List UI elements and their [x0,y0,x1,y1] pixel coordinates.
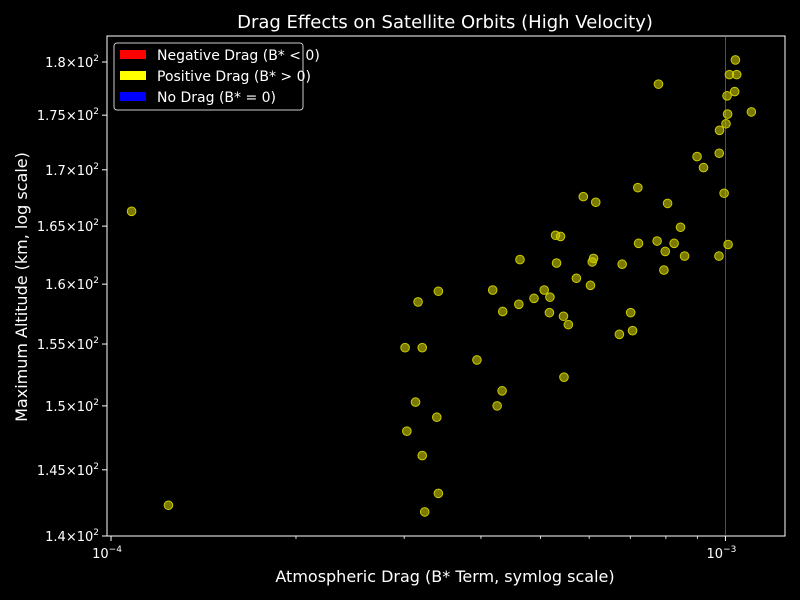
y-axis-ticks: 1.4×102 1.45×102 1.5×102 1.55×102 1.6×102 1.6… [37,54,107,545]
data-point [653,79,664,89]
data-point [746,107,757,117]
data-point [723,239,733,250]
data-point [652,236,662,246]
x-axis-ticks: 10−4 10−3 [92,536,736,562]
data-point [588,253,599,264]
data-point [417,450,428,461]
legend-label-none: No Drag (B* = 0) [157,90,276,106]
legend-box [113,42,304,111]
data-point [571,273,582,284]
data-point [625,307,636,318]
legend-swatch-none [120,92,146,101]
data-point [722,91,732,101]
data-point [492,401,502,411]
data-point [497,386,507,396]
data-point [544,307,555,318]
data-point [545,292,555,302]
data-point [410,397,421,407]
data-point [679,251,690,261]
y-tick-label: 1.65×102 [37,218,99,235]
data-point [627,325,638,336]
data-point [614,329,625,340]
y-tick-label: 1.75×102 [37,107,99,124]
data-point [555,231,566,242]
legend-label-positive: Positive Drag (B* > 0) [157,69,311,85]
data-point [417,342,428,353]
data-point [472,355,482,365]
legend-swatch-positive [120,71,146,80]
data-point [433,286,444,297]
data-point [413,297,423,307]
x-tick-label: 10−3 [707,545,737,562]
legend: Negative Drag (B* < 0) Positive Drag (B*… [113,42,320,111]
data-point [529,293,539,304]
y-tick-label: 1.4×102 [45,528,99,545]
x-tick-label: 10−4 [92,545,122,562]
data-point [722,109,733,119]
x-axis-label: Atmospheric Drag (B* Term, symlog scale) [275,567,614,586]
data-point [721,118,731,129]
data-point [487,285,498,295]
data-point [714,125,725,136]
plot-area [106,35,786,537]
y-tick-label: 1.55×102 [37,336,99,353]
legend-label-negative: Negative Drag (B* < 0) [157,48,320,64]
data-point [675,222,686,233]
data-point [632,182,643,193]
y-tick-label: 1.6×102 [45,276,99,293]
data-point [659,265,669,275]
y-tick-label: 1.8×102 [45,54,99,71]
data-point [433,488,444,499]
data-point [163,500,174,511]
y-tick-label: 1.7×102 [45,162,99,179]
data-point [558,311,569,322]
data-point [714,251,724,261]
chart-title: Drag Effects on Satellite Orbits (High V… [237,12,653,33]
y-tick-label: 1.5×102 [45,398,99,415]
data-point [400,342,410,353]
data-point [669,238,679,249]
data-point [578,191,589,202]
data-point [126,206,137,217]
data-point [585,280,596,291]
data-point [660,246,671,257]
legend-swatch-negative [120,50,146,59]
data-point [590,197,601,208]
data-point [497,306,508,317]
data-point [662,198,673,209]
data-point [515,254,525,265]
data-point [698,162,709,173]
data-point [714,148,725,159]
data-points [126,36,757,536]
data-point [432,412,442,423]
data-point [729,86,740,97]
data-point [419,507,430,517]
data-point [633,238,644,249]
data-point [551,258,562,268]
data-point [731,69,742,80]
data-point [539,285,550,295]
data-point [514,299,524,310]
data-point [402,426,412,436]
data-point [563,319,574,330]
data-point [719,188,729,199]
y-tick-label: 1.45×102 [37,462,99,479]
data-point [559,372,569,382]
data-point [692,151,702,162]
data-point [730,55,741,65]
data-point [617,259,627,270]
y-axis-label: Maximum Altitude (km, log scale) [12,152,31,422]
